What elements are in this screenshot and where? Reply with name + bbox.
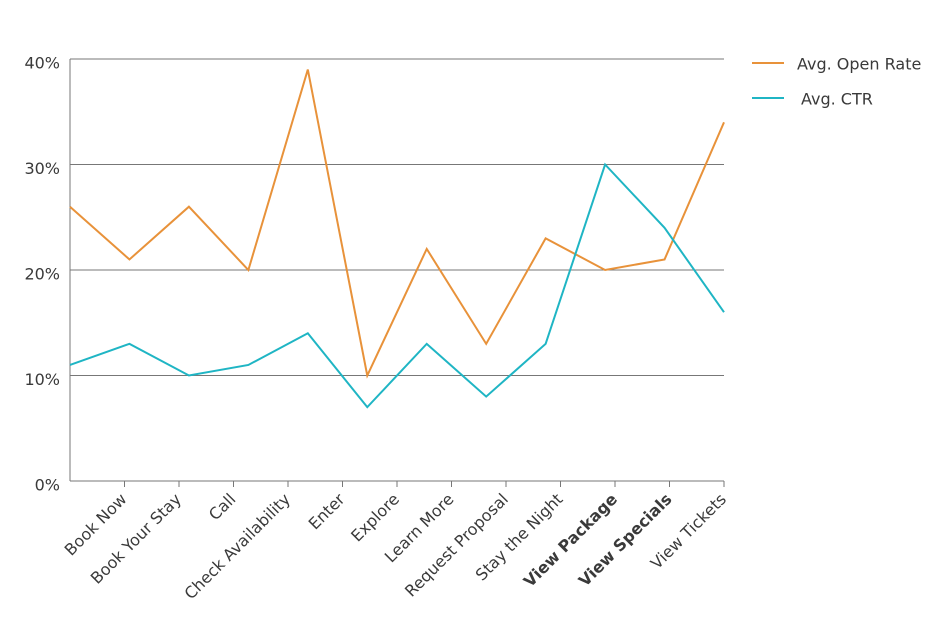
series-line [69,162,725,409]
y-tick-label: 10% [24,370,60,389]
legend-label: Avg. Open Rate [797,55,921,74]
y-tick-label: 0% [35,476,60,495]
x-tick-label: Call [205,490,240,525]
legend-label: Avg. CTR [801,90,873,109]
x-tick-label: Enter [305,489,349,533]
series-line [69,69,725,379]
y-tick-label: 40% [24,54,60,73]
x-tick-label: Explore [347,490,403,546]
x-tick-label: Request Proposal [401,490,512,601]
x-tick-label: View Package [520,489,621,590]
y-tick-label: 20% [24,265,60,284]
x-tick-label: Check Availability [181,490,295,604]
x-tick-label: View Specials [575,490,676,591]
y-tick-label: 30% [24,159,60,178]
